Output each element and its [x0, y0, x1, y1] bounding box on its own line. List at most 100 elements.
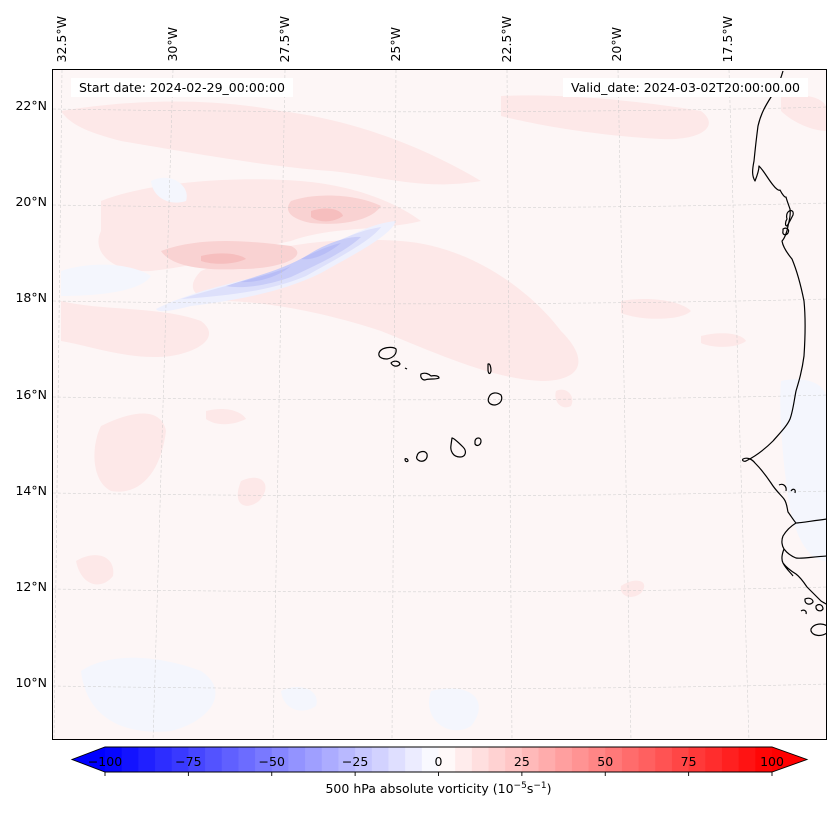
colorbar-cell — [138, 747, 156, 772]
colorbar-label-unit: s — [526, 781, 534, 797]
lat-label: 16°N — [15, 387, 47, 402]
contour-positive — [94, 413, 166, 492]
colorbar-tick-label: 100 — [760, 754, 784, 769]
colorbar-tick-label: −75 — [175, 754, 202, 769]
colorbar-cell — [571, 747, 590, 772]
colorbar-ticks — [104, 772, 773, 776]
map-panel[interactable]: Start date: 2024-02-29_00:00:00 Valid_da… — [52, 69, 827, 740]
lat-label: 10°N — [15, 675, 47, 690]
gridline-lat — [53, 298, 826, 305]
contour-positive — [237, 477, 266, 506]
gridline-lon — [272, 70, 286, 739]
gridline-lat — [53, 490, 826, 497]
lon-label-text: 27.5°W — [276, 15, 292, 62]
gridline-lat — [53, 683, 826, 690]
island-sal — [487, 363, 492, 375]
contour-negative — [429, 688, 479, 731]
gridline-lon — [617, 70, 632, 739]
contour-negative-band — [301, 243, 341, 260]
contour-negative — [780, 379, 826, 561]
contour-negative — [81, 657, 216, 732]
contour-positive — [701, 333, 746, 347]
colorbar-cell — [121, 747, 139, 772]
lon-label: 17.5°W — [717, 0, 737, 62]
coastline-africa — [742, 70, 826, 637]
contour-negative — [61, 264, 151, 296]
colorbar-tick-label: −25 — [341, 754, 369, 769]
colorbar-label-text: 500 hPa absolute vorticity (10 — [325, 781, 514, 797]
coastline-africa-detail — [784, 209, 794, 227]
colorbar-cell — [205, 747, 223, 772]
lon-label-text: 25°W — [387, 27, 403, 62]
colorbar-cell — [221, 747, 239, 772]
colorbar-cell — [321, 747, 340, 772]
colorbar-cell — [621, 747, 640, 772]
contour-positive-strong — [311, 208, 343, 222]
island-maio — [474, 437, 482, 447]
gridline-lat — [53, 586, 826, 593]
gridlines — [53, 70, 826, 739]
lon-label-text: 20°W — [608, 27, 624, 62]
colorbar-cell — [371, 747, 390, 772]
colorbar-cell — [738, 747, 756, 772]
contour-positive — [61, 101, 481, 185]
colorbar-cell — [238, 747, 256, 772]
contour-positive — [61, 301, 210, 358]
colorbar-cell — [388, 747, 406, 772]
coastline-africa-detail — [778, 483, 796, 494]
valid-date-label: Valid_date: 2024-03-02T20:00:00.00 — [562, 78, 808, 97]
colorbar-cell — [405, 747, 423, 772]
island-santa-luzia — [404, 367, 408, 370]
contour-negative — [151, 177, 187, 203]
lon-label-text: 17.5°W — [719, 15, 735, 62]
gridline-lat — [53, 394, 826, 401]
contour-positive-strong — [201, 253, 246, 264]
gridline-lon — [728, 70, 750, 739]
lat-label: 22°N — [15, 98, 47, 113]
island-sao-vicente — [390, 360, 401, 367]
lat-label: 20°N — [15, 194, 47, 209]
colorbar-tick-label: 75 — [680, 754, 697, 769]
colorbar-label: 500 hPa absolute vorticity (10−5s−1) — [0, 781, 837, 796]
lon-label: 20°W — [606, 0, 626, 62]
lon-label: 27.5°W — [274, 0, 294, 62]
lat-label: 14°N — [15, 483, 47, 498]
vorticity-map — [53, 70, 826, 739]
island-santo-antao — [378, 346, 397, 360]
colorbar-tick-label: −50 — [258, 754, 285, 769]
colorbar-label-text: ) — [546, 781, 552, 797]
lon-label-text: 22.5°W — [498, 15, 514, 62]
contour-positive — [555, 389, 573, 408]
colorbar-cell — [655, 747, 673, 772]
island-fogo — [416, 450, 428, 462]
island-sao-nicolau — [420, 372, 440, 381]
gridline-lon — [152, 70, 174, 739]
colorbar-tick-label: −100 — [87, 754, 123, 769]
colorbar-tick-label: 25 — [513, 754, 530, 769]
contour-positive — [501, 95, 709, 140]
contour-positive — [206, 408, 246, 425]
colorbar-cell — [305, 747, 323, 772]
colorbar-cell — [455, 747, 473, 772]
lon-label: 22.5°W — [496, 0, 516, 62]
lon-label: 25°W — [385, 0, 405, 62]
coastlines — [378, 70, 826, 637]
colorbar-cell — [538, 747, 556, 772]
vorticity-field — [61, 94, 826, 732]
contour-positive — [781, 94, 826, 131]
start-date-label: Start date: 2024-02-29_00:00:00 — [71, 78, 293, 97]
colorbar-cell — [288, 747, 306, 772]
gridline-lon — [391, 70, 397, 739]
gridline-lat — [53, 202, 826, 209]
contour-positive — [620, 580, 645, 597]
island-boa-vista — [487, 392, 503, 406]
gridline-lon — [506, 70, 513, 739]
lon-label-text: 32.5°W — [53, 15, 69, 62]
lon-label: 30°W — [162, 0, 182, 62]
colorbar-tick-label: 0 — [434, 754, 443, 769]
coastline-africa-detail — [800, 609, 807, 615]
colorbar-cell — [721, 747, 740, 772]
lon-label-text: 30°W — [164, 27, 180, 62]
colorbar-cell — [155, 747, 173, 772]
colorbar-cell — [555, 747, 573, 772]
